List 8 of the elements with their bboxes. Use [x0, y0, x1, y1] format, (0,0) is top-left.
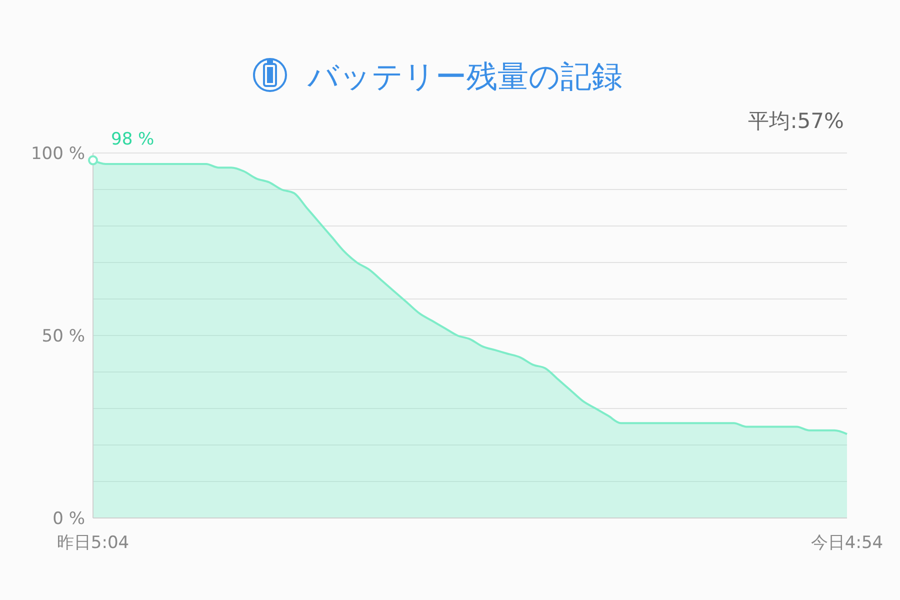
text: 平均:57%: [748, 109, 844, 133]
x-tick-label: 昨日5:04: [56, 533, 130, 553]
annotation: 98 %: [111, 129, 154, 150]
chart-title: バッテリー残量の記録: [306, 59, 622, 95]
y-tick-label: 50 %: [42, 326, 85, 346]
y-tick-label: 100 %: [30, 144, 85, 164]
y-tick-label: 0 %: [52, 508, 85, 529]
x-tick-label: 今日4:54: [810, 533, 884, 553]
